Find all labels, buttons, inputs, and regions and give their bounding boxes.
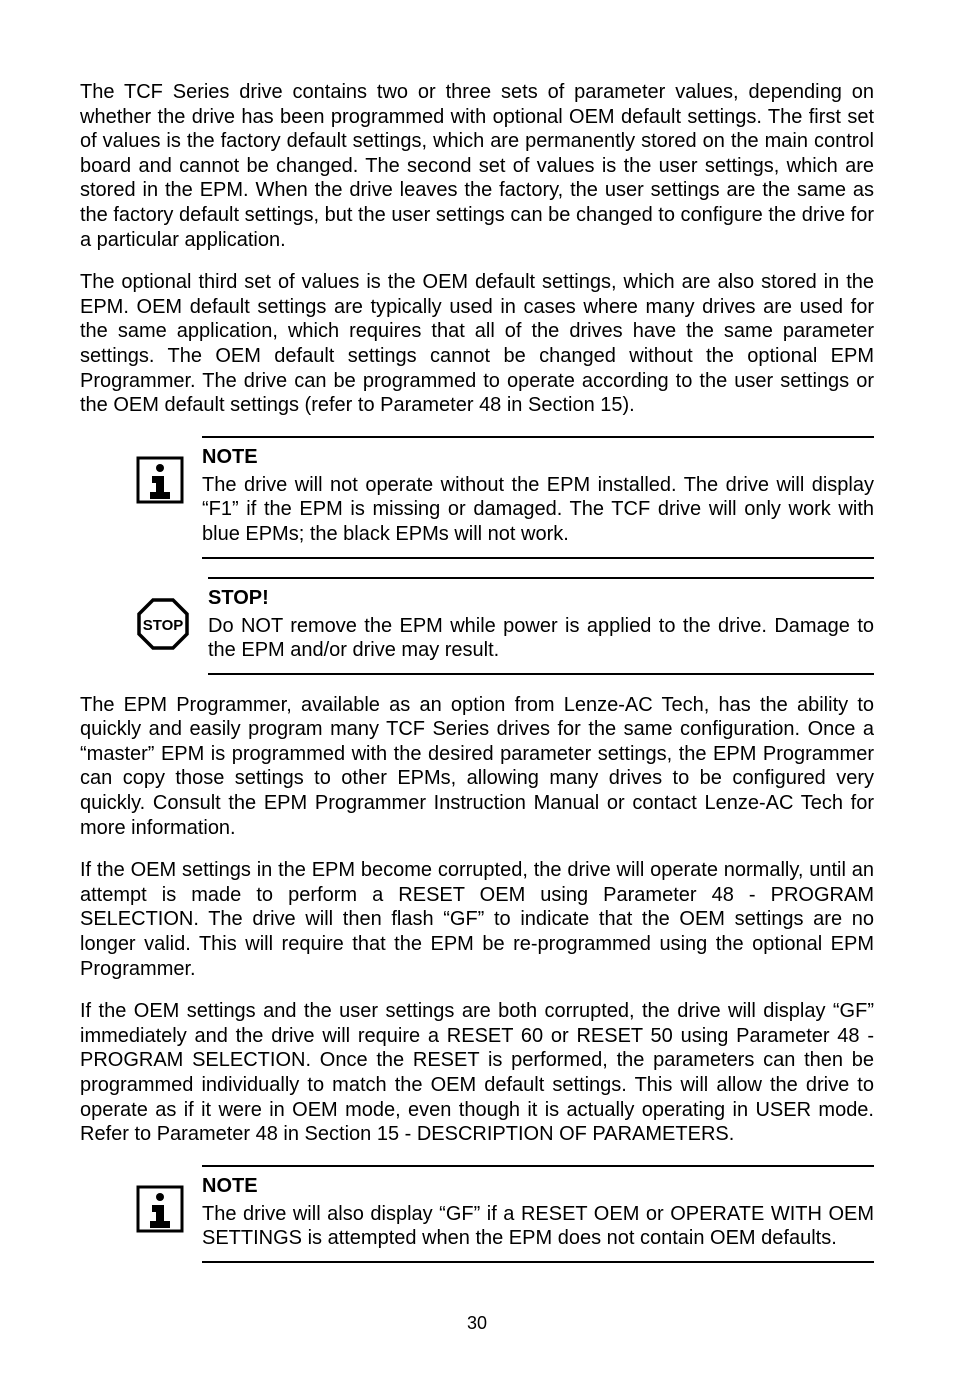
note-callout-2: NOTE The drive will also display “GF” if…	[136, 1165, 874, 1263]
paragraph-1: The TCF Series drive contains two or thr…	[80, 80, 874, 252]
stop-text: Do NOT remove the EPM while power is app…	[208, 614, 874, 663]
note-text: The drive will also display “GF” if a RE…	[202, 1202, 874, 1251]
paragraph-4: If the OEM settings in the EPM become co…	[80, 858, 874, 981]
stop-icon: STOP	[136, 577, 190, 651]
note-text: The drive will not operate without the E…	[202, 473, 874, 547]
note-heading: NOTE	[202, 1175, 874, 1198]
paragraph-2: The optional third set of values is the …	[80, 270, 874, 418]
stop-heading: STOP!	[208, 587, 874, 610]
svg-text:STOP: STOP	[143, 617, 184, 634]
paragraph-5: If the OEM settings and the user setting…	[80, 999, 874, 1147]
info-icon	[136, 1165, 184, 1233]
stop-callout: STOP STOP! Do NOT remove the EPM while p…	[136, 577, 874, 675]
page-number: 30	[80, 1313, 874, 1334]
paragraph-3: The EPM Programmer, available as an opti…	[80, 693, 874, 841]
note-callout-1: NOTE The drive will not operate without …	[136, 436, 874, 559]
info-icon	[136, 436, 184, 504]
note-heading: NOTE	[202, 446, 874, 469]
